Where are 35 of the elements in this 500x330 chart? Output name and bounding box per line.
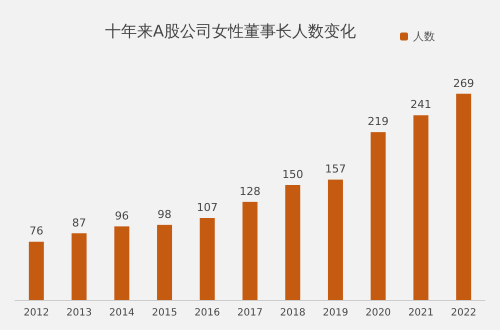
legend-label: 人数 bbox=[413, 30, 435, 43]
x-tick-label: 2016 bbox=[194, 308, 220, 318]
data-label: 157 bbox=[324, 162, 346, 176]
x-tick-label: 2017 bbox=[237, 308, 263, 318]
bar bbox=[157, 224, 172, 300]
data-label: 219 bbox=[368, 115, 389, 128]
data-label: 87 bbox=[72, 216, 86, 230]
bar bbox=[200, 218, 215, 300]
data-label: 150 bbox=[282, 168, 304, 181]
bar bbox=[28, 242, 44, 300]
bar bbox=[413, 115, 428, 300]
bar bbox=[328, 180, 343, 300]
bar bbox=[285, 185, 300, 300]
x-tick-label: 2012 bbox=[24, 308, 50, 318]
x-tick-label: 2021 bbox=[408, 308, 434, 318]
bar bbox=[242, 202, 258, 300]
bar bbox=[370, 132, 386, 300]
bar bbox=[72, 233, 87, 300]
data-label: 107 bbox=[196, 200, 218, 214]
x-tick-label: 2015 bbox=[152, 308, 178, 318]
chart-title: 十年来A股公司女性董事长人数变化 bbox=[105, 22, 356, 40]
bar bbox=[456, 94, 472, 300]
x-tick-label: 2022 bbox=[450, 308, 476, 318]
x-tick-label: 2014 bbox=[109, 308, 135, 318]
bar bbox=[114, 226, 130, 300]
data-label: 76 bbox=[29, 224, 44, 238]
data-label: 269 bbox=[453, 76, 474, 90]
data-label: 128 bbox=[240, 184, 260, 198]
x-tick-label: 2018 bbox=[280, 308, 306, 318]
data-label: 96 bbox=[114, 209, 129, 222]
x-tick-label: 2013 bbox=[66, 308, 92, 318]
data-label: 241 bbox=[410, 98, 432, 112]
x-tick-label: 2019 bbox=[322, 308, 348, 318]
x-tick-label: 2020 bbox=[365, 308, 391, 318]
data-label: 98 bbox=[158, 208, 172, 221]
